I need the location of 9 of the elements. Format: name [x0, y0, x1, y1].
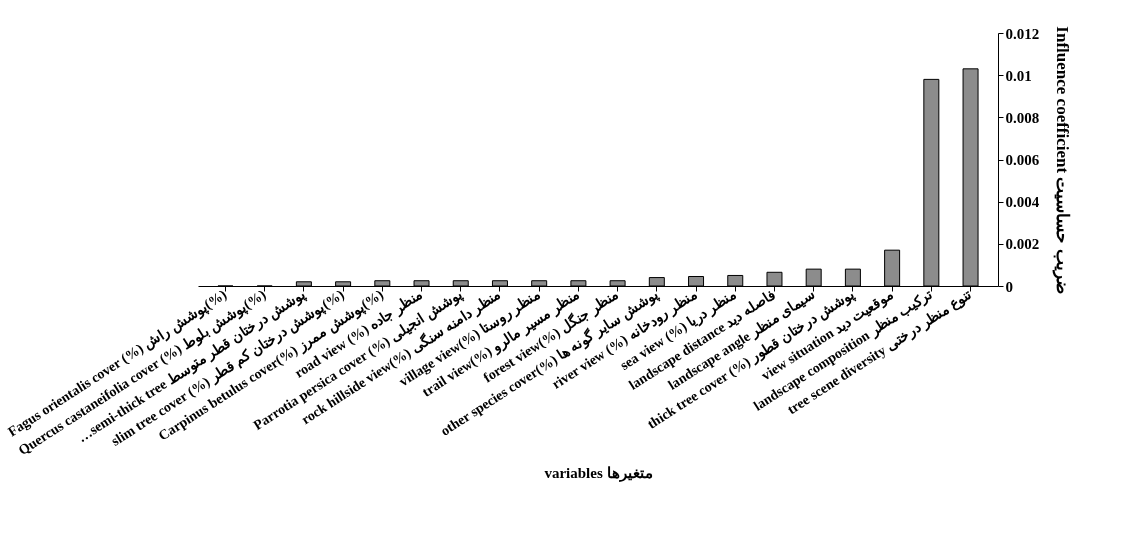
y-tick-label: 0.01 — [1005, 67, 1032, 84]
y-axis-title: Influence coefficient ضریب حساسیت — [1052, 26, 1073, 294]
y-tick-label: 0.008 — [1005, 109, 1040, 126]
y-tick-label: 0 — [1005, 278, 1013, 295]
y-tick-label: 0.004 — [1005, 194, 1040, 211]
x-axis-title: variables متغیرها — [544, 465, 653, 483]
y-tick-label: 0.012 — [1005, 25, 1040, 42]
y-tick-label: 0.002 — [1005, 236, 1040, 253]
y-tick-label: 0.006 — [1005, 152, 1040, 168]
